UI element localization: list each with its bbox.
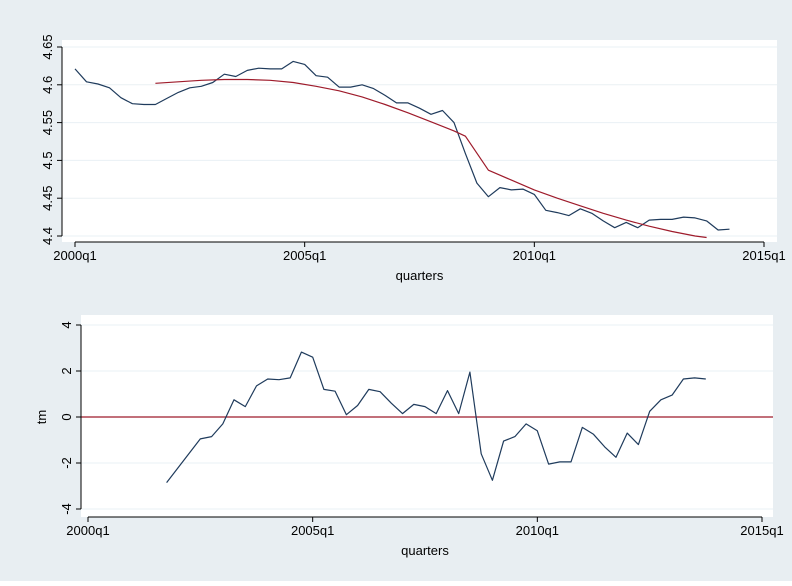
chart-1-y-tick-label-2: 4.5 [40,151,55,169]
chart-2-plot-area [81,315,773,517]
chart-1-y-tick-label-1: 4.45 [40,186,55,211]
chart-1-x-axis-label: quarters [396,268,444,283]
chart-2-x-tick-label-1: 2005q1 [291,523,334,538]
chart-2-y-tick-label-4: 4 [59,321,74,328]
chart-1-x-tick-label-1: 2005q1 [283,248,326,263]
chart-1-x-tick-label-2: 2010q1 [513,248,556,263]
chart-2-x-tick-label-2: 2010q1 [516,523,559,538]
chart-2-y-tick-label-3: 2 [59,367,74,374]
chart-2-y-tick-label-0: -4 [59,503,74,515]
chart-1-y-tick-label-4: 4.6 [40,76,55,94]
chart-2-y-axis-label: tm [34,410,49,424]
chart-1-x-tick-label-0: 2000q1 [53,248,96,263]
chart-1-x-tick-label-3: 2015q1 [742,248,785,263]
chart-2-x-tick-label-0: 2000q1 [66,523,109,538]
chart-2-x-axis-label: quarters [401,543,449,558]
chart-1-series-2-line [155,78,707,239]
chart-1-series-1-line [74,60,730,231]
chart-2-y-tick-label-1: -2 [59,457,74,469]
chart-1-y-tick-label-3: 4.55 [40,110,55,135]
chart-1-y-tick-label-5: 4.65 [40,34,55,59]
chart-2-x-tick-label-3: 2015q1 [740,523,783,538]
chart-1-plot-area [62,40,777,242]
chart-2-y-tick-label-2: 0 [59,413,74,420]
chart-2-series-1-line [166,351,706,483]
chart-1-y-tick-label-0: 4.4 [40,227,55,245]
